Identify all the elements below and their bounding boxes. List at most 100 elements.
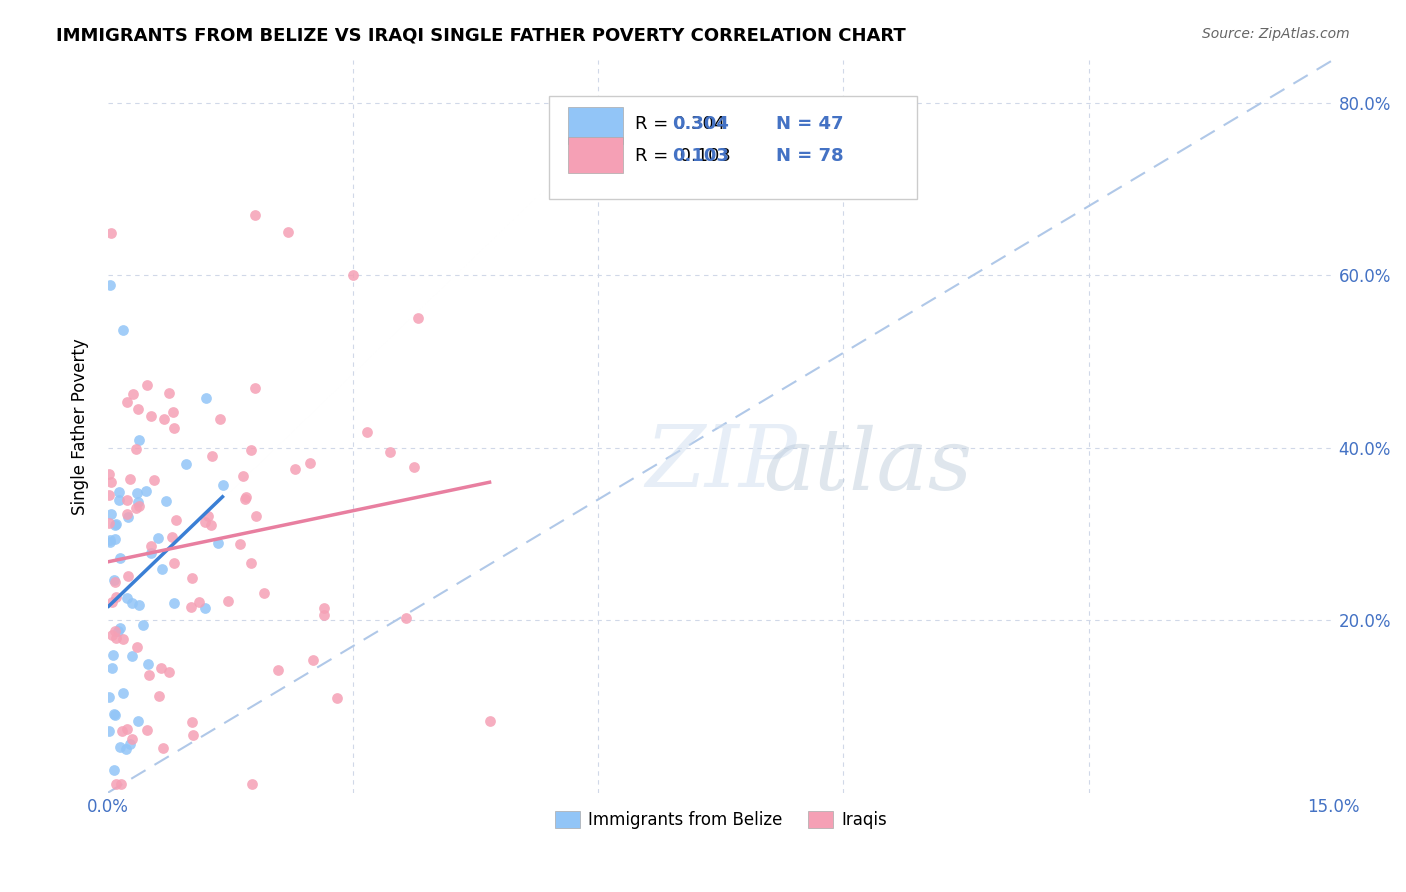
Point — [245, 508, 267, 523]
Text: 0.103: 0.103 — [672, 147, 728, 165]
Point — [143, 473, 166, 487]
Point — [105, 631, 128, 645]
Point — [404, 459, 426, 474]
Point — [108, 550, 131, 565]
Point — [105, 777, 128, 791]
Point — [195, 391, 218, 405]
Point — [135, 723, 157, 738]
Point — [101, 628, 124, 642]
Point — [121, 731, 143, 746]
Point — [157, 665, 180, 679]
Point — [163, 421, 186, 435]
Point — [197, 508, 219, 523]
Point — [312, 608, 335, 623]
Point — [176, 457, 198, 471]
Point — [104, 624, 127, 638]
Point — [100, 475, 122, 490]
Point — [110, 777, 132, 791]
Point — [107, 624, 129, 638]
Point — [112, 323, 135, 337]
Point — [104, 532, 127, 546]
Point — [97, 516, 120, 531]
Point — [118, 472, 141, 486]
Legend: Immigrants from Belize, Iraqis: Immigrants from Belize, Iraqis — [548, 804, 893, 836]
Point — [132, 617, 155, 632]
Point — [108, 621, 131, 635]
Point — [104, 574, 127, 589]
Point — [148, 531, 170, 545]
Point — [138, 668, 160, 682]
Point — [127, 714, 149, 728]
Point — [103, 574, 125, 588]
Point — [180, 571, 202, 585]
Point — [378, 445, 401, 459]
Text: R =  0.103: R = 0.103 — [636, 147, 731, 165]
FancyBboxPatch shape — [568, 136, 623, 173]
Text: atlas: atlas — [763, 425, 973, 508]
Text: Source: ZipAtlas.com: Source: ZipAtlas.com — [1202, 27, 1350, 41]
Point — [101, 648, 124, 663]
Point — [97, 723, 120, 738]
Point — [117, 722, 139, 736]
Point — [148, 689, 170, 703]
Point — [267, 663, 290, 677]
Point — [122, 387, 145, 401]
Point — [239, 443, 262, 458]
Point — [163, 556, 186, 570]
Point — [139, 539, 162, 553]
Point — [108, 492, 131, 507]
Point — [139, 546, 162, 560]
Point — [127, 494, 149, 508]
Point — [115, 507, 138, 521]
Point — [233, 491, 256, 506]
Point — [136, 657, 159, 672]
Point — [301, 652, 323, 666]
Point — [243, 381, 266, 395]
Point — [200, 449, 222, 463]
Point — [152, 741, 174, 756]
Text: N = 78: N = 78 — [776, 147, 844, 165]
FancyBboxPatch shape — [568, 107, 623, 144]
Text: N = 47: N = 47 — [776, 115, 844, 133]
Point — [211, 478, 233, 492]
Point — [125, 442, 148, 456]
Point — [103, 706, 125, 721]
Point — [356, 425, 378, 440]
Point — [104, 707, 127, 722]
Point — [408, 311, 430, 326]
Point — [232, 469, 254, 483]
Text: ZIP: ZIP — [645, 421, 797, 504]
Point — [117, 569, 139, 583]
Point — [326, 691, 349, 706]
Text: IMMIGRANTS FROM BELIZE VS IRAQI SINGLE FATHER POVERTY CORRELATION CHART: IMMIGRANTS FROM BELIZE VS IRAQI SINGLE F… — [56, 27, 905, 45]
Point — [98, 534, 121, 549]
Point — [103, 764, 125, 778]
Point — [180, 599, 202, 614]
Point — [180, 714, 202, 729]
Point — [277, 225, 299, 239]
Point — [117, 509, 139, 524]
Point — [181, 728, 204, 742]
Y-axis label: Single Father Poverty: Single Father Poverty — [72, 338, 89, 515]
Point — [312, 601, 335, 615]
Point — [128, 499, 150, 513]
Point — [162, 405, 184, 419]
Point — [100, 226, 122, 240]
Point — [240, 777, 263, 791]
Point — [111, 686, 134, 700]
Point — [115, 742, 138, 756]
Text: R = 0.304: R = 0.304 — [636, 115, 725, 133]
Point — [111, 632, 134, 646]
Point — [240, 556, 263, 570]
Point — [121, 648, 143, 663]
Point — [157, 386, 180, 401]
Point — [243, 208, 266, 222]
Point — [101, 661, 124, 675]
Point — [163, 597, 186, 611]
Point — [108, 740, 131, 755]
Point — [141, 409, 163, 424]
Point — [395, 610, 418, 624]
Point — [98, 690, 121, 704]
Point — [104, 517, 127, 532]
Point — [135, 484, 157, 499]
